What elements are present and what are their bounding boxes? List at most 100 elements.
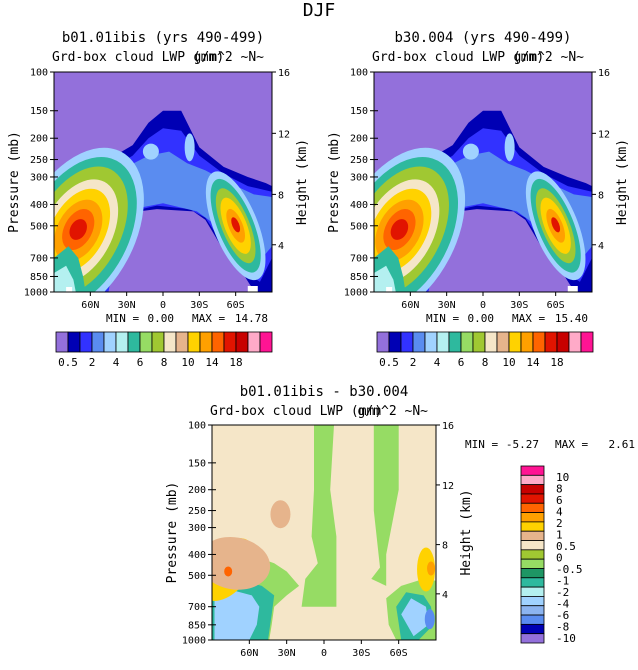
y-right-axis-label: Height (km) [295, 139, 310, 225]
y-right-axis-label: Height (km) [615, 139, 630, 225]
y-axis-label: Pressure (mb) [165, 482, 180, 584]
colorbar-swatch [400, 331, 414, 353]
x-tick-label: 60S [390, 648, 408, 659]
panel-units: g/m^2 ~N~ [514, 50, 585, 65]
colorbar-swatch [223, 331, 237, 353]
colorbar-swatch [436, 331, 450, 353]
y-tick-label: 400 [188, 550, 206, 561]
x-tick-label: 60N [81, 300, 99, 311]
colorbar-label: 18 [550, 356, 563, 369]
colorbar-swatch [520, 568, 545, 579]
colorbar-swatch [520, 521, 545, 532]
y-tick-label: 250 [350, 155, 368, 166]
colorbar-swatch [127, 331, 141, 353]
y-tick-label: 850 [350, 272, 368, 283]
y-right-tick-label: 4 [598, 241, 604, 252]
colorbar-swatch [247, 331, 261, 353]
colorbar-swatch [520, 465, 545, 476]
x-tick-label: 60N [401, 300, 419, 311]
y-tick-label: 300 [188, 523, 206, 534]
missing-data [567, 286, 578, 292]
colorbar-label: 4 [556, 505, 563, 518]
colorbar-swatch [115, 331, 129, 353]
colorbar-label: 0 [556, 551, 563, 564]
colorbar-label: 14 [205, 356, 219, 369]
panel-subtitle: Grd-box cloud LWP (mm) [52, 50, 224, 65]
y-tick-label: 150 [350, 106, 368, 117]
colorbar-label: 14 [526, 356, 540, 369]
contour-nh-14 [390, 219, 409, 240]
contour-diff-cyan [214, 590, 260, 640]
colorbar-label: 6 [137, 356, 144, 369]
colorbar-swatch [472, 331, 486, 353]
contour-diff-orange [224, 566, 233, 577]
y-tick-label: 1000 [182, 636, 206, 647]
contour-field [374, 72, 592, 292]
x-tick-label: 60S [227, 300, 245, 311]
x-tick-label: 30N [118, 300, 136, 311]
colorbar-label: 0.5 [379, 356, 399, 369]
y-tick-label: 500 [30, 221, 48, 232]
y-right-tick-label: 4 [442, 590, 448, 601]
y-right-tick-label: 16 [598, 68, 610, 79]
y-right-tick-label: 12 [598, 129, 610, 140]
colorbar-swatch [520, 502, 545, 513]
x-tick-label: 30N [438, 300, 456, 311]
x-tick-label: 0 [160, 300, 166, 311]
y-right-tick-label: 8 [598, 190, 604, 201]
colorbar-swatch [520, 614, 545, 625]
colorbar-swatch [388, 331, 402, 353]
colorbar-label: 0.5 [58, 356, 78, 369]
colorbar-label: -4 [556, 597, 570, 610]
panel-b30-004: b30.004 (yrs 490-499) Grd-box cloud LWP (… [327, 30, 630, 369]
y-tick-label: 200 [30, 134, 48, 145]
contour-diff-tan-2 [270, 500, 291, 529]
x-tick-label: 30S [190, 300, 208, 311]
colorbar-label: 1 [556, 528, 563, 541]
colorbar-label: 0.5 [556, 540, 576, 553]
panel-title: b30.004 (yrs 490-499) [394, 30, 571, 46]
colorbar-swatch [532, 331, 546, 353]
colorbar-label: 2 [89, 356, 96, 369]
colorbar-swatch [412, 331, 426, 353]
max-value: 2.61 [609, 438, 636, 451]
colorbar-swatch [259, 331, 273, 353]
colorbar-swatch [520, 331, 534, 353]
contour-diff-green [301, 425, 337, 607]
colorbar-swatch [520, 549, 545, 560]
y-tick-label: 400 [30, 200, 48, 211]
colorbar-label: 8 [556, 482, 563, 495]
colorbar-swatch [376, 331, 390, 353]
colorbar-swatch [187, 331, 201, 353]
colorbar-swatch [175, 331, 189, 353]
colorbar-label: 4 [434, 356, 441, 369]
y-tick-label: 150 [30, 106, 48, 117]
colorbar-swatch [520, 605, 545, 616]
colorbar-swatch [556, 331, 570, 353]
colorbar-swatch [424, 331, 438, 353]
y-axis-label: Pressure (mb) [7, 131, 22, 233]
colorbar-swatch [235, 331, 249, 353]
y-tick-label: 850 [188, 620, 206, 631]
contour-nh-low-2 [374, 265, 396, 292]
colorbar-label: -8 [556, 620, 569, 633]
contour-diff-yellow-2 [417, 547, 436, 592]
y-tick-label: 150 [188, 458, 206, 469]
contour-diff-blue [424, 609, 435, 630]
colorbar-swatch [568, 331, 582, 353]
min-value: 0.00 [468, 312, 495, 325]
x-tick-label: 0 [321, 648, 327, 659]
y-tick-label: 250 [30, 155, 48, 166]
colorbar-label: -10 [556, 632, 576, 645]
colorbar-swatch [199, 331, 213, 353]
colorbar-swatch [544, 331, 558, 353]
colorbar-swatch [520, 530, 545, 541]
contour-upper-blob [184, 133, 195, 162]
colorbar-label: -1 [556, 574, 569, 587]
colorbar-swatch [580, 331, 594, 353]
colorbar-label: 10 [181, 356, 194, 369]
colorbar-swatch [520, 493, 545, 504]
panel-title: b01.01ibis (yrs 490-499) [62, 30, 264, 46]
x-tick-label: 30N [278, 648, 296, 659]
colorbar-label: -2 [556, 586, 569, 599]
